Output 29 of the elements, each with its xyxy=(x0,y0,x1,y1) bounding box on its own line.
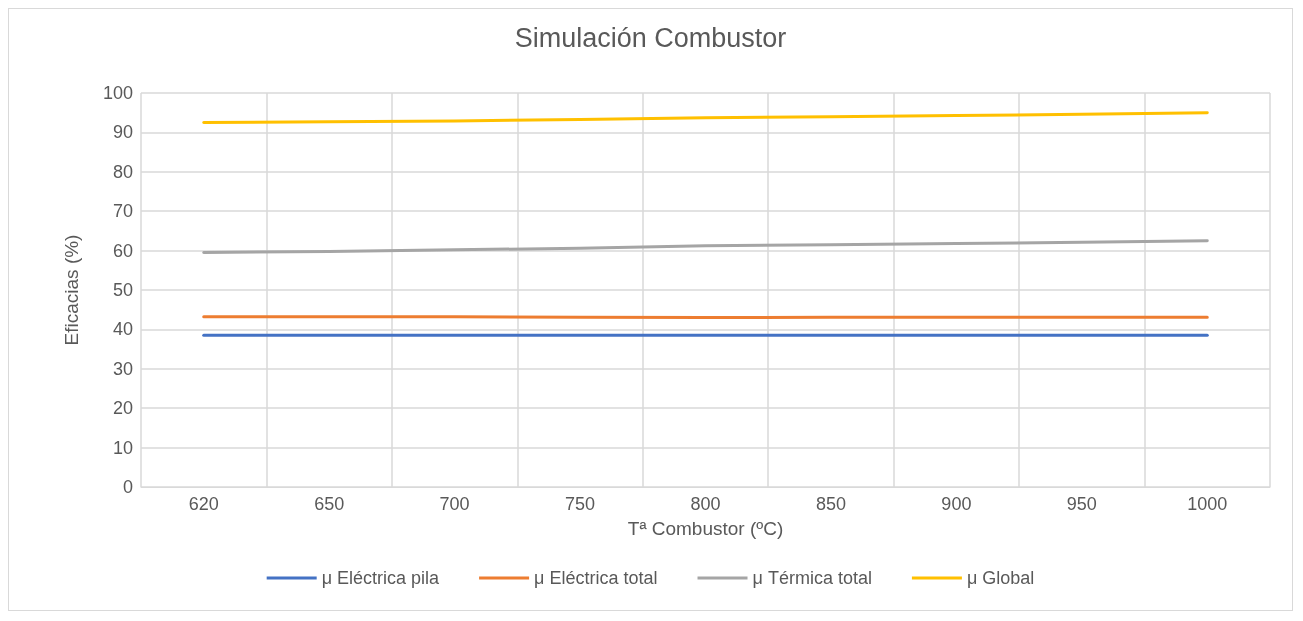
legend-label: μ Térmica total xyxy=(752,568,872,588)
line-series xyxy=(202,239,1209,255)
x-tick-label: 900 xyxy=(941,494,972,514)
y-tick-label: 30 xyxy=(112,358,133,379)
y-axis-title: Eficacias (%) xyxy=(61,234,82,346)
y-tick-label: 80 xyxy=(112,161,133,182)
y-tick-label: 40 xyxy=(112,319,133,340)
y-tick-label: 100 xyxy=(102,83,133,103)
y-tick-label: 60 xyxy=(112,240,133,261)
y-tick-label: 20 xyxy=(112,398,133,419)
y-tick-label: 90 xyxy=(112,122,133,143)
x-tick-label: 950 xyxy=(1066,494,1097,514)
line-series xyxy=(202,111,1209,125)
x-axis-title: Tª Combustor (ºC) xyxy=(627,518,784,539)
x-tick-label: 1000 xyxy=(1187,494,1228,514)
x-tick-label: 650 xyxy=(314,494,345,514)
x-tick-label: 850 xyxy=(815,494,846,514)
x-tick-label: 620 xyxy=(188,494,219,514)
x-tick-label: 700 xyxy=(439,494,470,514)
chart-title: Simulación Combustor xyxy=(514,22,787,53)
legend-label: μ Eléctrica total xyxy=(534,568,658,588)
y-tick-label: 50 xyxy=(112,280,133,300)
x-tick-label: 750 xyxy=(565,494,596,514)
legend-label: μ Global xyxy=(966,568,1035,588)
y-tick-label: 0 xyxy=(122,477,133,497)
x-tick-label: 800 xyxy=(690,494,721,514)
y-tick-label: 10 xyxy=(112,437,133,458)
y-tick-label: 70 xyxy=(112,201,133,222)
legend-label: μ Eléctrica pila xyxy=(321,568,441,588)
